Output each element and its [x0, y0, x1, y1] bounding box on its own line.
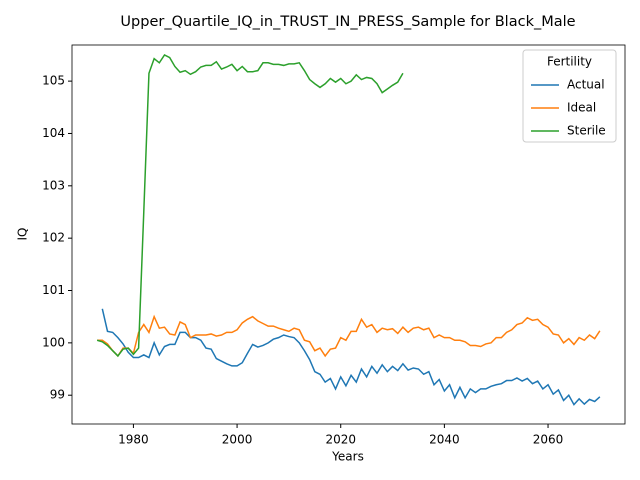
legend-label: Sterile: [567, 124, 606, 138]
series-line: [96, 53, 404, 358]
legend-label: Actual: [567, 78, 605, 92]
series-line: [97, 314, 601, 358]
y-tick-label: 99: [50, 388, 65, 402]
legend-label: Ideal: [567, 101, 596, 115]
y-tick-label: 100: [42, 335, 65, 349]
x-tick-label: 2060: [533, 433, 564, 447]
x-tick-label: 2020: [325, 433, 356, 447]
chart-title: Upper_Quartile_IQ_in_TRUST_IN_PRESS_Samp…: [120, 14, 575, 30]
x-tick-label: 1980: [118, 433, 149, 447]
y-tick-label: 102: [42, 231, 65, 245]
series-line: [101, 308, 601, 406]
y-axis-label: IQ: [16, 228, 30, 241]
x-axis-label: Years: [331, 450, 364, 464]
x-tick-label: 2000: [222, 433, 253, 447]
legend-title: Fertility: [547, 55, 592, 69]
y-tick-label: 105: [42, 74, 65, 88]
x-tick-label: 2040: [429, 433, 460, 447]
y-tick-label: 101: [42, 283, 65, 297]
y-tick-label: 104: [42, 126, 65, 140]
y-tick-label: 103: [42, 178, 65, 192]
plot-frame: [71, 44, 626, 425]
legend-box: [522, 49, 617, 143]
